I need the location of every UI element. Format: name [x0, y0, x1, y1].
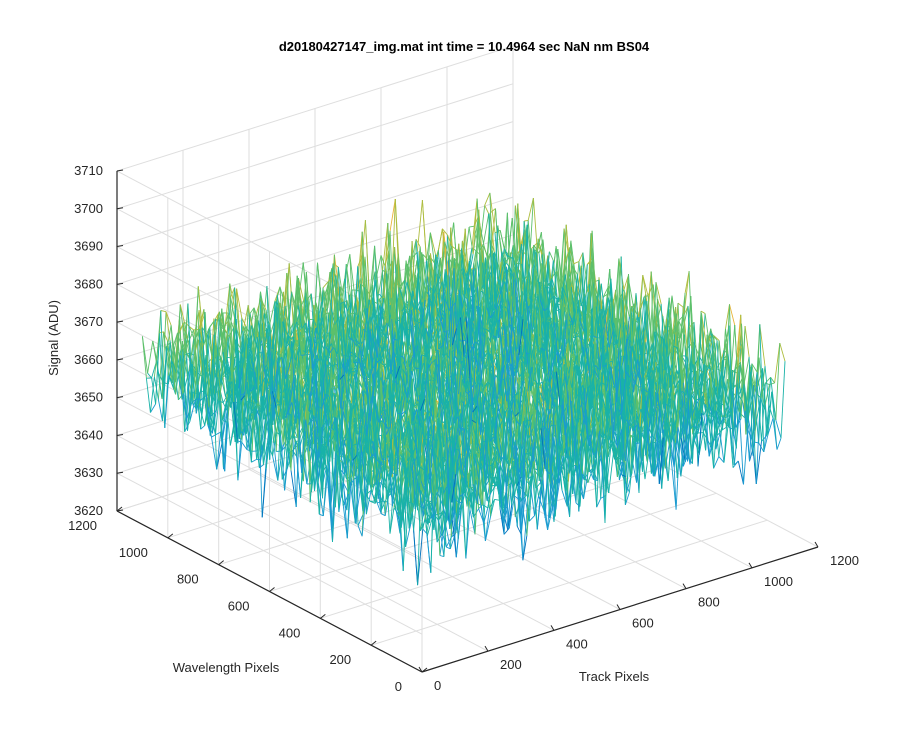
- surface-segment: [297, 262, 304, 306]
- surface-segment: [349, 254, 356, 299]
- surface-segment: [199, 406, 206, 426]
- surface-segment: [234, 287, 241, 340]
- surface-segment: [483, 213, 490, 244]
- surface-segment: [297, 277, 305, 301]
- surface-segment: [484, 192, 491, 206]
- surface-segment: [360, 292, 367, 345]
- surface-segment: [290, 470, 297, 507]
- surface-segment: [236, 288, 243, 318]
- surface-segment: [365, 487, 373, 515]
- surface-segment: [215, 431, 221, 436]
- surface-segment: [269, 301, 276, 325]
- surface-segment: [469, 225, 475, 228]
- surface-segment: [165, 311, 172, 326]
- surface-segment: [341, 461, 348, 539]
- surface-segment: [564, 247, 571, 265]
- surface-segment: [333, 254, 340, 296]
- surface-segment: [570, 240, 577, 282]
- surface-segment: [528, 515, 535, 522]
- surface-segment: [655, 282, 662, 305]
- surface-segment: [317, 482, 324, 516]
- surface-segment: [389, 198, 396, 232]
- surface-segment: [527, 197, 534, 221]
- surface-segment: [479, 205, 486, 252]
- surface-segment: [228, 287, 236, 337]
- surface-segment: [592, 257, 599, 298]
- surface-segment: [357, 253, 364, 267]
- surface-segment: [251, 459, 257, 463]
- surface-segment: [210, 410, 217, 417]
- surface-segment: [241, 441, 248, 450]
- surface-segment: [357, 513, 364, 526]
- data-surface: [141, 192, 786, 586]
- surface-segment: [150, 403, 156, 413]
- surface-segment: [677, 302, 684, 308]
- surface-segment: [608, 448, 615, 494]
- surface-segment: [381, 497, 388, 510]
- surface-segment: [211, 437, 218, 470]
- surface-segment: [701, 313, 708, 348]
- surface-segment: [157, 331, 165, 400]
- surface-segment: [531, 242, 538, 249]
- surface-segment: [422, 254, 429, 261]
- surface-segment: [160, 310, 167, 313]
- surface-segment: [779, 342, 786, 362]
- surface-segment: [775, 419, 782, 439]
- surface-segment: [650, 441, 656, 444]
- surface-segment: [245, 325, 252, 337]
- surface-segment: [582, 252, 589, 293]
- surface-segment: [147, 340, 154, 374]
- surface-segment: [503, 527, 510, 535]
- surface-segment: [573, 261, 580, 265]
- surface-segment: [222, 419, 228, 423]
- surface-segment: [322, 281, 329, 288]
- surface-segment: [442, 228, 448, 236]
- surface-segment: [229, 283, 236, 310]
- surface-segment: [490, 208, 496, 214]
